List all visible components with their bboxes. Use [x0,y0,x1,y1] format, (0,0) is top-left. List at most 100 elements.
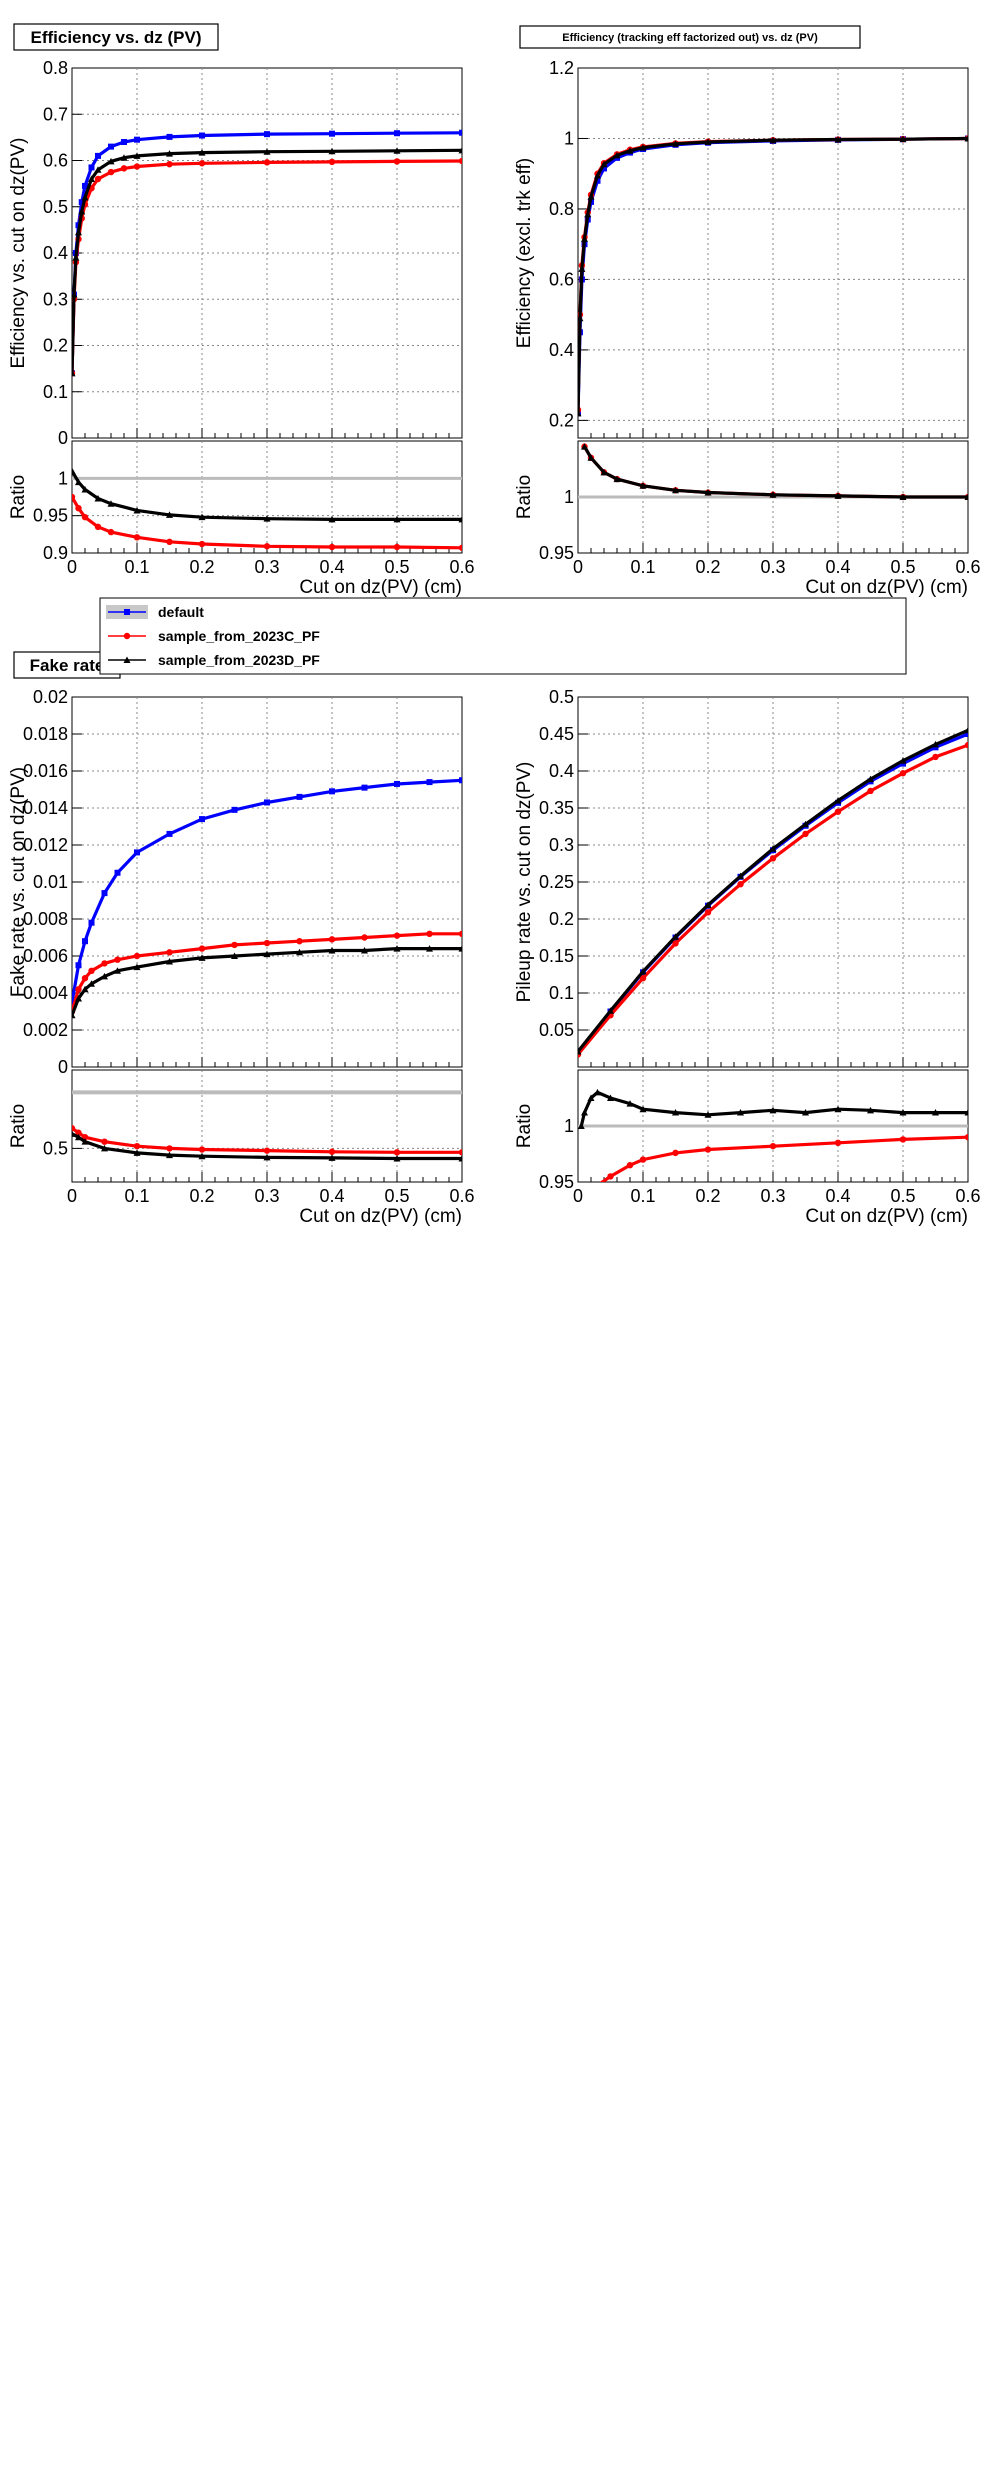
ratio-series-1-point [704,1146,712,1153]
ratio-series-2-point-group [672,1109,679,1116]
ratio-series-2-point [899,1109,907,1116]
series-1-point [108,143,114,150]
ratio-series-1-point-group [198,540,206,548]
series-3-point [899,757,907,764]
y-tick-label: 0.7 [43,104,68,124]
series-1-point [121,139,127,145]
ratio-series-1-point-group [72,493,76,501]
series-1-point-group [121,139,127,145]
series-3-point [75,228,82,236]
series-3-point-group [133,963,141,971]
series-2-point-group [120,165,128,172]
ratio-y-axis-label: Ratio [8,475,29,519]
ratio-series-2-point-group [75,1133,82,1141]
x-tick-label: 0.1 [630,1186,655,1206]
series-3-point-group [867,775,874,783]
series-2-point-group [769,855,777,862]
series-1-point [329,130,335,137]
series-2-point [166,161,173,168]
series-2-point-group [899,770,907,777]
series-2-point [133,163,141,170]
series-2-point [263,159,271,166]
ratio-series-1-point-group [81,513,89,521]
series-1-point [199,132,205,139]
series-2-point-group [263,159,271,166]
series-2-point-group [198,945,206,952]
ratio-y-tick-label: 0.5 [43,1138,68,1158]
series-3-point-group [361,946,368,954]
series-2-point-group [75,986,82,993]
series-2-point-group [107,168,115,176]
series-2-point [114,956,121,963]
series-1-point [459,129,462,136]
x-tick-label: 0.2 [695,1186,720,1206]
series-3-point-group [263,148,271,155]
x-tick-label: 0.6 [449,1186,474,1206]
series-2-point [94,175,102,183]
series-2-point-group [296,938,303,945]
ratio-series-2-point [639,482,647,489]
ratio-series-2-point [704,489,712,496]
series-1-point [101,890,108,897]
series-2-point [107,168,115,176]
series-3-point [393,945,401,952]
legend-marker [123,632,131,640]
ratio-series-2-point [613,475,621,483]
series-3-point-group [964,726,968,734]
series-2-point-group [328,158,336,166]
chart-title: Efficiency vs. dz (PV) [31,28,202,47]
series-1-point-group [394,130,400,137]
x-axis-label: Cut on dz(PV) (cm) [299,1206,462,1227]
ratio-series-1-point-group [133,1142,141,1150]
ratio-series-2-point-group [704,489,712,496]
x-axis-label: Cut on dz(PV) (cm) [299,577,462,598]
series-3-point [72,1011,76,1019]
ratio-series-2-point-group [639,1105,647,1113]
ratio-series-2-point [964,1109,968,1116]
ratio-series-2-point-group [607,1094,614,1101]
ratio-series-1-point-group [591,1184,597,1190]
ratio-y-tick-label: 1 [564,1116,574,1136]
series-1-point [166,830,173,837]
y-tick-label: 0.2 [549,410,574,430]
series-3-point-group [584,210,592,218]
series-1-point [166,133,173,140]
series-2-point [120,165,128,172]
ratio-series-2-point-group [107,500,115,507]
series-2-point-group [393,932,401,939]
series-1-point-group [95,152,101,159]
series-3-point [231,952,238,959]
series-2-point [328,158,336,166]
series-1-point [296,793,303,800]
series-3-point [769,845,777,852]
series-3-point-group [198,954,206,961]
series-3-point-group [328,147,336,155]
ratio-series-2-point-group [81,1138,89,1145]
series-3-point [107,157,115,165]
series-3-point [578,265,586,272]
series-1-point-group [459,777,462,784]
series-3-point-group [88,980,95,987]
ratio-series-2-point [587,1094,595,1101]
y-tick-label: 0.016 [23,761,68,781]
series-1-point-group [459,129,462,136]
series-3-point-group [704,138,712,145]
series-3-point-group [600,160,608,168]
ratio-series-1-point-group [704,1146,712,1153]
series-3-point-group [101,972,108,980]
series-2-point-group [231,941,238,949]
ratio-y-tick-label: 0.95 [539,1172,574,1192]
series-3-point [133,963,141,971]
y-tick-label: 0.014 [23,798,68,818]
series-2-point [639,975,647,982]
ratio-y-axis-label: Ratio [514,475,535,519]
y-tick-label: 0.2 [549,909,574,929]
y-tick-label: 0.3 [549,835,574,855]
x-tick-label: 0.4 [825,557,850,577]
series-1-point-group [329,788,335,795]
series-1-point-group [199,132,205,139]
x-tick-label: 0.2 [189,1186,214,1206]
ratio-series-2-point [263,1153,271,1161]
series-3-point-group [932,740,939,748]
